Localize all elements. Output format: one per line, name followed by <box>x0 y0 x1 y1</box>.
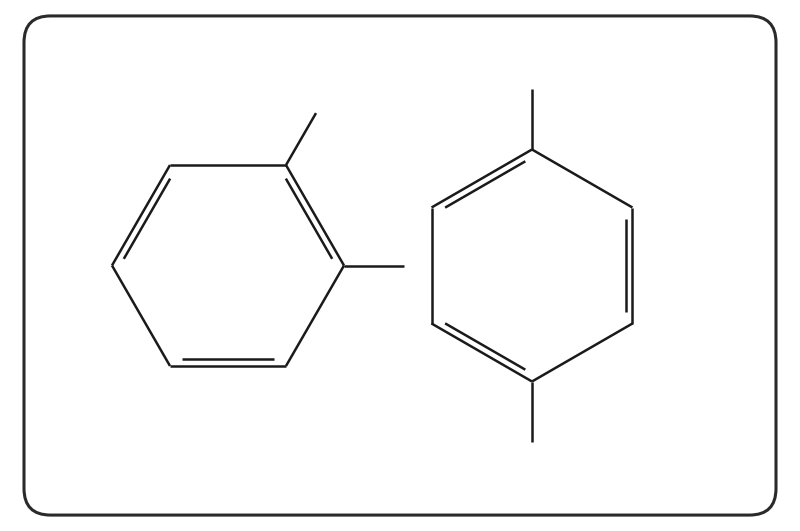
FancyBboxPatch shape <box>24 16 776 515</box>
